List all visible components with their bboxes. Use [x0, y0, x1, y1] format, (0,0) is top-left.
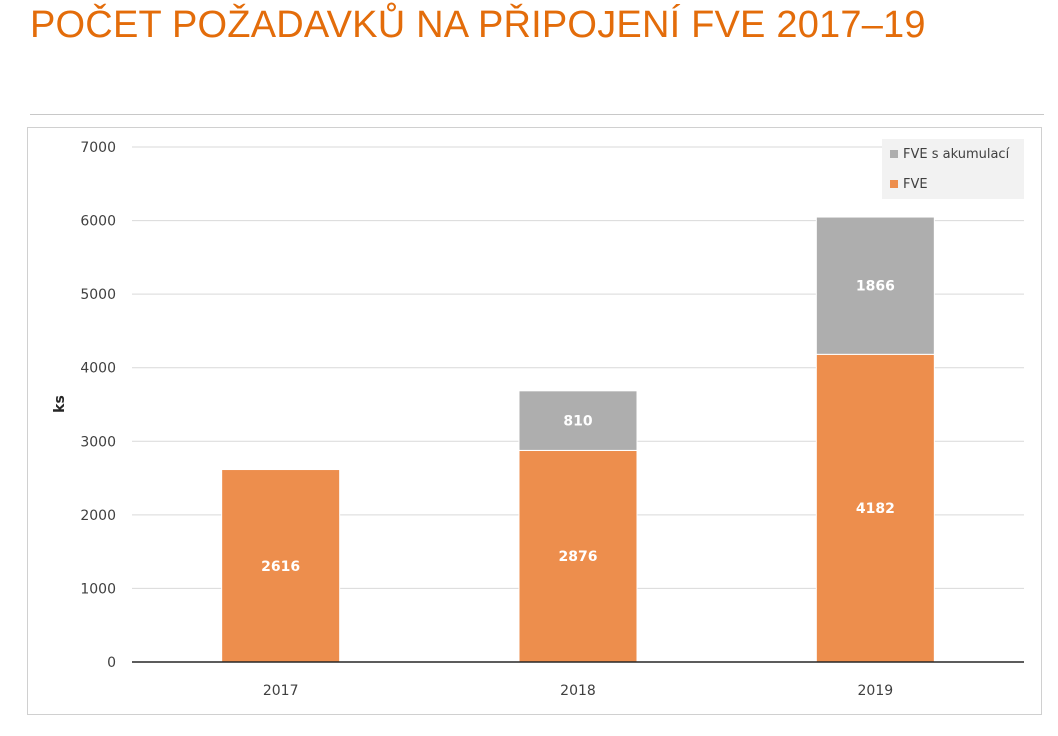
x-tick-label: 2018: [560, 683, 596, 699]
data-label: 810: [563, 414, 592, 430]
data-label: 4182: [856, 501, 895, 517]
data-label: 2876: [559, 549, 598, 565]
x-tick-label: 2019: [858, 683, 894, 699]
bar-fve-2017: [221, 469, 341, 663]
bar-fve-s-akumulací-2019: [815, 216, 935, 355]
legend-label-fve: FVE: [903, 176, 928, 192]
y-axis-label: ks: [52, 395, 68, 413]
y-tick-label: 3000: [80, 434, 116, 450]
title-divider: [30, 114, 1044, 115]
legend-label-fve-s-akumulaci: FVE s akumulací: [903, 146, 1010, 162]
y-tick-label: 7000: [80, 140, 116, 156]
data-label: 1866: [856, 279, 895, 295]
y-tick-label: 2000: [80, 508, 116, 524]
y-tick-label: 5000: [80, 287, 116, 303]
bar-fve-2019: [815, 353, 935, 663]
y-tick-label: 1000: [80, 581, 116, 597]
y-tick-label: 4000: [80, 361, 116, 377]
y-tick-label: 6000: [80, 214, 116, 230]
data-label: 2616: [261, 559, 300, 575]
legend-swatch-fve: [890, 180, 898, 188]
legend-swatch-fve-s-akumulaci: [890, 150, 898, 158]
y-tick-label: 0: [107, 655, 116, 671]
bar-fve-s-akumulací-2018: [518, 390, 638, 451]
x-tick-label: 2017: [263, 683, 299, 699]
legend-item-fve: FVE: [890, 174, 928, 194]
legend: FVE s akumulací FVE: [882, 139, 1024, 199]
legend-item-fve-s-akumulaci: FVE s akumulací: [890, 144, 1009, 164]
slide-title: POČET POŽADAVKŮ NA PŘIPOJENÍ FVE 2017–19: [30, 4, 926, 46]
